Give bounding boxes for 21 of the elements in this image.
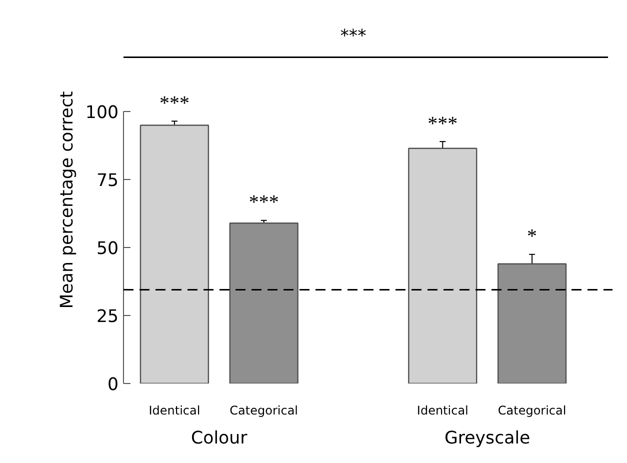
x-tick-label: Identical	[416, 404, 468, 418]
bar	[140, 124, 210, 384]
x-tick-label: Categorical	[230, 404, 298, 418]
y-tick-label: 25	[96, 307, 119, 328]
y-tick-label: 75	[96, 171, 119, 192]
x-tick-label: Identical	[148, 404, 200, 418]
data-label: *	[527, 226, 538, 248]
y-tick-label: 50	[96, 239, 119, 260]
y-tick-label: 100	[85, 103, 119, 124]
y-axis-title: Mean percentage correct	[57, 91, 78, 309]
text: Colour	[191, 428, 248, 448]
text: Greyscale	[444, 428, 530, 448]
y-tick-label: 0	[107, 375, 119, 395]
data-label: ***	[428, 112, 458, 135]
data-label: ***	[248, 192, 279, 214]
bar	[408, 148, 478, 384]
bar	[497, 263, 567, 384]
x-tick-label: Categorical	[498, 404, 566, 418]
text: ***	[340, 26, 367, 46]
data-label: ***	[159, 92, 190, 114]
bar	[229, 222, 298, 384]
